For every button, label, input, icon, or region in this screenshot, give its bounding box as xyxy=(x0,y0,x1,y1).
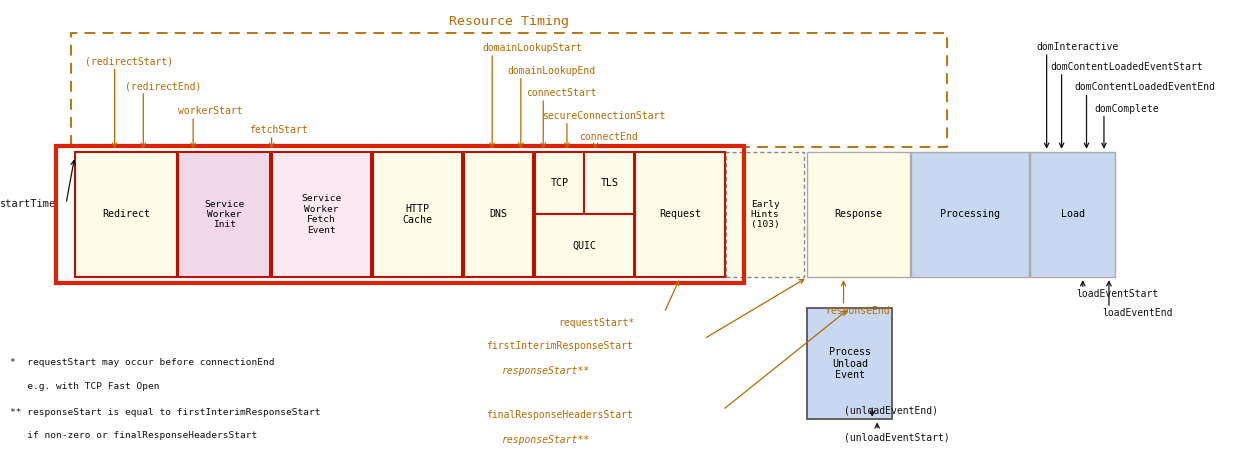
Bar xyxy=(807,152,910,277)
Text: Response: Response xyxy=(835,210,882,219)
Text: domainLookupEnd: domainLookupEnd xyxy=(507,66,596,76)
Bar xyxy=(178,152,270,277)
Text: domContentLoadedEventStart: domContentLoadedEventStart xyxy=(1050,62,1204,72)
Text: (redirectEnd): (redirectEnd) xyxy=(125,81,201,91)
Text: domContentLoadedEventEnd: domContentLoadedEventEnd xyxy=(1074,82,1215,92)
Text: domainLookupStart: domainLookupStart xyxy=(482,43,582,53)
Text: (redirectStart): (redirectStart) xyxy=(85,56,173,66)
Text: TCP: TCP xyxy=(551,178,568,188)
Text: Request: Request xyxy=(659,210,701,219)
Text: Process
Unload
Event: Process Unload Event xyxy=(829,347,871,381)
Bar xyxy=(726,152,804,277)
Text: HTTP
Cache: HTTP Cache xyxy=(402,204,432,225)
Bar xyxy=(535,152,584,215)
Bar xyxy=(464,152,533,277)
Text: domComplete: domComplete xyxy=(1094,104,1159,114)
Text: (unloadEventStart): (unloadEventStart) xyxy=(844,432,949,442)
Text: (unloadEventEnd): (unloadEventEnd) xyxy=(844,405,937,415)
Bar xyxy=(911,152,1029,277)
Text: connectEnd: connectEnd xyxy=(579,132,638,142)
Bar xyxy=(584,152,634,215)
Text: startTime: startTime xyxy=(0,199,56,209)
Bar xyxy=(75,152,177,277)
Text: *  requestStart may occur before connectionEnd: * requestStart may occur before connecti… xyxy=(10,358,274,367)
Text: secureConnectionStart: secureConnectionStart xyxy=(542,111,665,121)
Bar xyxy=(1030,152,1115,277)
Text: QUIC: QUIC xyxy=(572,241,597,251)
Text: Load: Load xyxy=(1060,210,1085,219)
Text: finalResponseHeadersStart: finalResponseHeadersStart xyxy=(486,410,633,420)
Text: firstInterimResponseStart: firstInterimResponseStart xyxy=(486,341,633,351)
Text: Early
Hints
(103): Early Hints (103) xyxy=(750,200,780,229)
Text: ** responseStart is equal to firstInterimResponseStart: ** responseStart is equal to firstInteri… xyxy=(10,408,320,417)
Bar xyxy=(373,152,462,277)
Text: Resource Timing: Resource Timing xyxy=(449,16,569,28)
Text: if non-zero or finalResponseHeadersStart: if non-zero or finalResponseHeadersStart xyxy=(10,431,257,440)
Text: TLS: TLS xyxy=(601,178,618,188)
Text: Processing: Processing xyxy=(939,210,1001,219)
Text: DNS: DNS xyxy=(490,210,507,219)
Text: responseEnd: responseEnd xyxy=(825,306,890,316)
Text: requestStart*: requestStart* xyxy=(558,318,634,328)
Text: workerStart: workerStart xyxy=(178,106,243,116)
Text: connectStart: connectStart xyxy=(526,88,597,98)
Text: Redirect: Redirect xyxy=(102,210,150,219)
Text: loadEventEnd: loadEventEnd xyxy=(1103,308,1174,318)
Bar xyxy=(272,152,371,277)
Bar xyxy=(71,33,947,147)
Text: loadEventStart: loadEventStart xyxy=(1077,289,1159,299)
Bar xyxy=(635,152,725,277)
Text: responseStart**: responseStart** xyxy=(502,435,591,445)
Bar xyxy=(535,215,634,277)
Text: Service
Worker
Fetch
Event: Service Worker Fetch Event xyxy=(302,194,341,235)
Text: domInteractive: domInteractive xyxy=(1037,42,1119,52)
Bar xyxy=(56,146,744,283)
Bar xyxy=(807,308,892,419)
Text: responseStart**: responseStart** xyxy=(502,366,591,376)
Text: fetchStart: fetchStart xyxy=(249,125,308,135)
Text: Service
Worker
Init: Service Worker Init xyxy=(204,200,244,229)
Text: e.g. with TCP Fast Open: e.g. with TCP Fast Open xyxy=(10,382,159,391)
